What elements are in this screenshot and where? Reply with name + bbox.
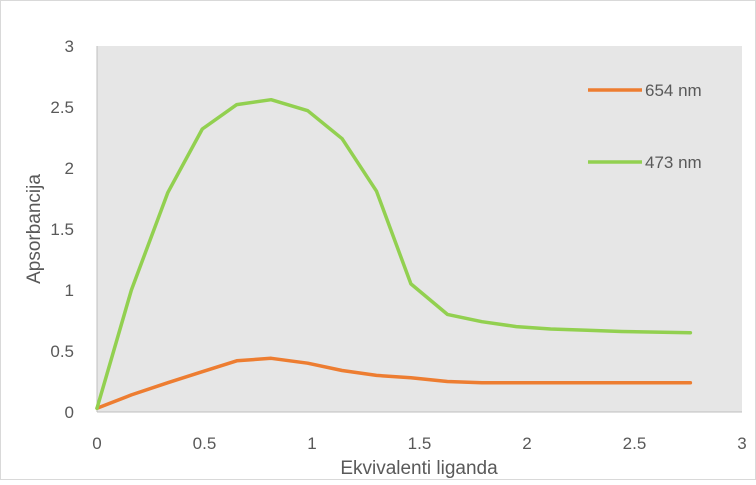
x-tick-label: 1 <box>307 434 316 453</box>
legend: 654 nm 473 nm <box>588 81 702 172</box>
x-tick-label: 0.5 <box>193 434 217 453</box>
plot-area <box>97 46 742 412</box>
y-tick-label: 2.5 <box>50 98 74 117</box>
series-lines <box>95 97 693 411</box>
x-tick-label: 2.5 <box>623 434 647 453</box>
legend-label: 654 nm <box>645 81 702 100</box>
y-tick-label: 1 <box>65 281 74 300</box>
y-tick-label: 3 <box>65 37 74 56</box>
legend-label: 473 nm <box>645 153 702 172</box>
y-tick-label: 2 <box>65 159 74 178</box>
x-tick-label: 2 <box>522 434 531 453</box>
axes: 0 0.5 1 1.5 2 2.5 3 0 0.5 1 1.5 2 2.5 3 <box>50 37 746 453</box>
y-tick-label: 1.5 <box>50 220 74 239</box>
x-axis-title: Ekvivalenti liganda <box>340 458 498 479</box>
y-tick-label: 0 <box>65 403 74 422</box>
x-tick-label: 0 <box>92 434 101 453</box>
series-line-654-nm <box>95 356 693 411</box>
x-tick-label: 1.5 <box>408 434 432 453</box>
series-line-473-nm <box>95 97 693 411</box>
x-tick-label: 3 <box>737 434 746 453</box>
y-axis-title: Apsorbancija <box>24 174 45 284</box>
y-tick-label: 0.5 <box>50 342 74 361</box>
